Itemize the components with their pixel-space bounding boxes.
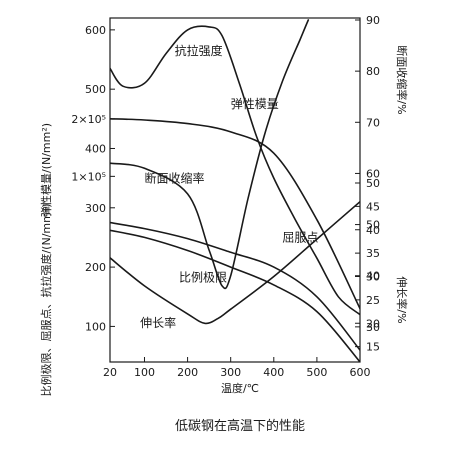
x-tick-label: 400 [263, 366, 284, 379]
curve-label: 伸长率 [140, 315, 176, 330]
right-upper-tick-label: 60 [366, 167, 380, 180]
series-3-line [110, 221, 360, 351]
left-tick-label: 600 [85, 24, 106, 37]
left-tick-label: 500 [85, 83, 106, 96]
curve-label: 断面收缩率 [144, 170, 204, 185]
series-0-line [110, 25, 360, 316]
right-lower-tick-label: 50 [366, 177, 380, 190]
series-2-line [110, 19, 310, 290]
x-tick-label: 100 [134, 366, 155, 379]
left-tick-label: 300 [85, 202, 106, 215]
curve-label: 弹性模量 [231, 97, 279, 111]
right-lower-tick-label: 30 [366, 271, 380, 284]
x-tick-label: 300 [220, 366, 241, 379]
x-tick-label: 500 [306, 366, 327, 379]
right-upper-tick-label: 30 [366, 321, 380, 334]
chart-frame [109, 17, 361, 363]
left-tick-label: 200 [85, 261, 106, 274]
x-axis-title: 温度/℃ [221, 381, 259, 395]
left-axis-title-upper: 弹性模量/(N/mm²) [39, 123, 53, 217]
right-lower-tick-label: 25 [366, 294, 380, 307]
series-1-line [110, 118, 360, 310]
left-tick-label: 1×10⁵ [71, 170, 106, 183]
chart-ticks: 20 100 200 300 400 500 600 600 500 2×10⁵ 400 1×10⁵ 3… [71, 14, 380, 379]
curve-label: 抗拉强度 [175, 43, 223, 58]
right-upper-tick-label: 40 [366, 270, 380, 283]
left-tick-label: 2×10⁵ [71, 113, 106, 126]
right-upper-tick-label: 70 [366, 116, 380, 129]
left-axis-title-lower: 比例极限、屈服点、抗拉强度/(N/mm²) [39, 203, 53, 396]
x-tick-label: 20 [103, 366, 117, 379]
right-lower-tick-label: 40 [366, 224, 380, 237]
plot-frame [109, 17, 361, 363]
right-lower-tick-label: 45 [366, 200, 380, 213]
left-tick-label: 400 [85, 142, 106, 155]
series-4-line [110, 229, 360, 362]
x-tick-label: 200 [177, 366, 198, 379]
right-axis-title-upper: 断面收缩率/% [395, 45, 409, 114]
right-upper-tick-label: 50 [366, 219, 380, 232]
right-upper-tick-label: 90 [366, 14, 380, 27]
curve-label: 屈服点 [282, 231, 318, 245]
right-lower-tick-label: 35 [366, 247, 380, 260]
series-5-line [110, 200, 360, 325]
chart-curves [110, 19, 360, 362]
right-axis-title-lower: 伸长率/% [395, 276, 409, 323]
left-tick-label: 100 [85, 320, 106, 333]
right-upper-tick-label: 80 [366, 65, 380, 78]
curve-label: 比例极限 [179, 270, 227, 284]
right-lower-tick-label: 20 [366, 317, 380, 330]
right-lower-tick-label: 15 [366, 341, 380, 354]
x-tick-label: 600 [350, 366, 371, 379]
chart-caption: 低碳钢在高温下的性能 [175, 418, 305, 434]
